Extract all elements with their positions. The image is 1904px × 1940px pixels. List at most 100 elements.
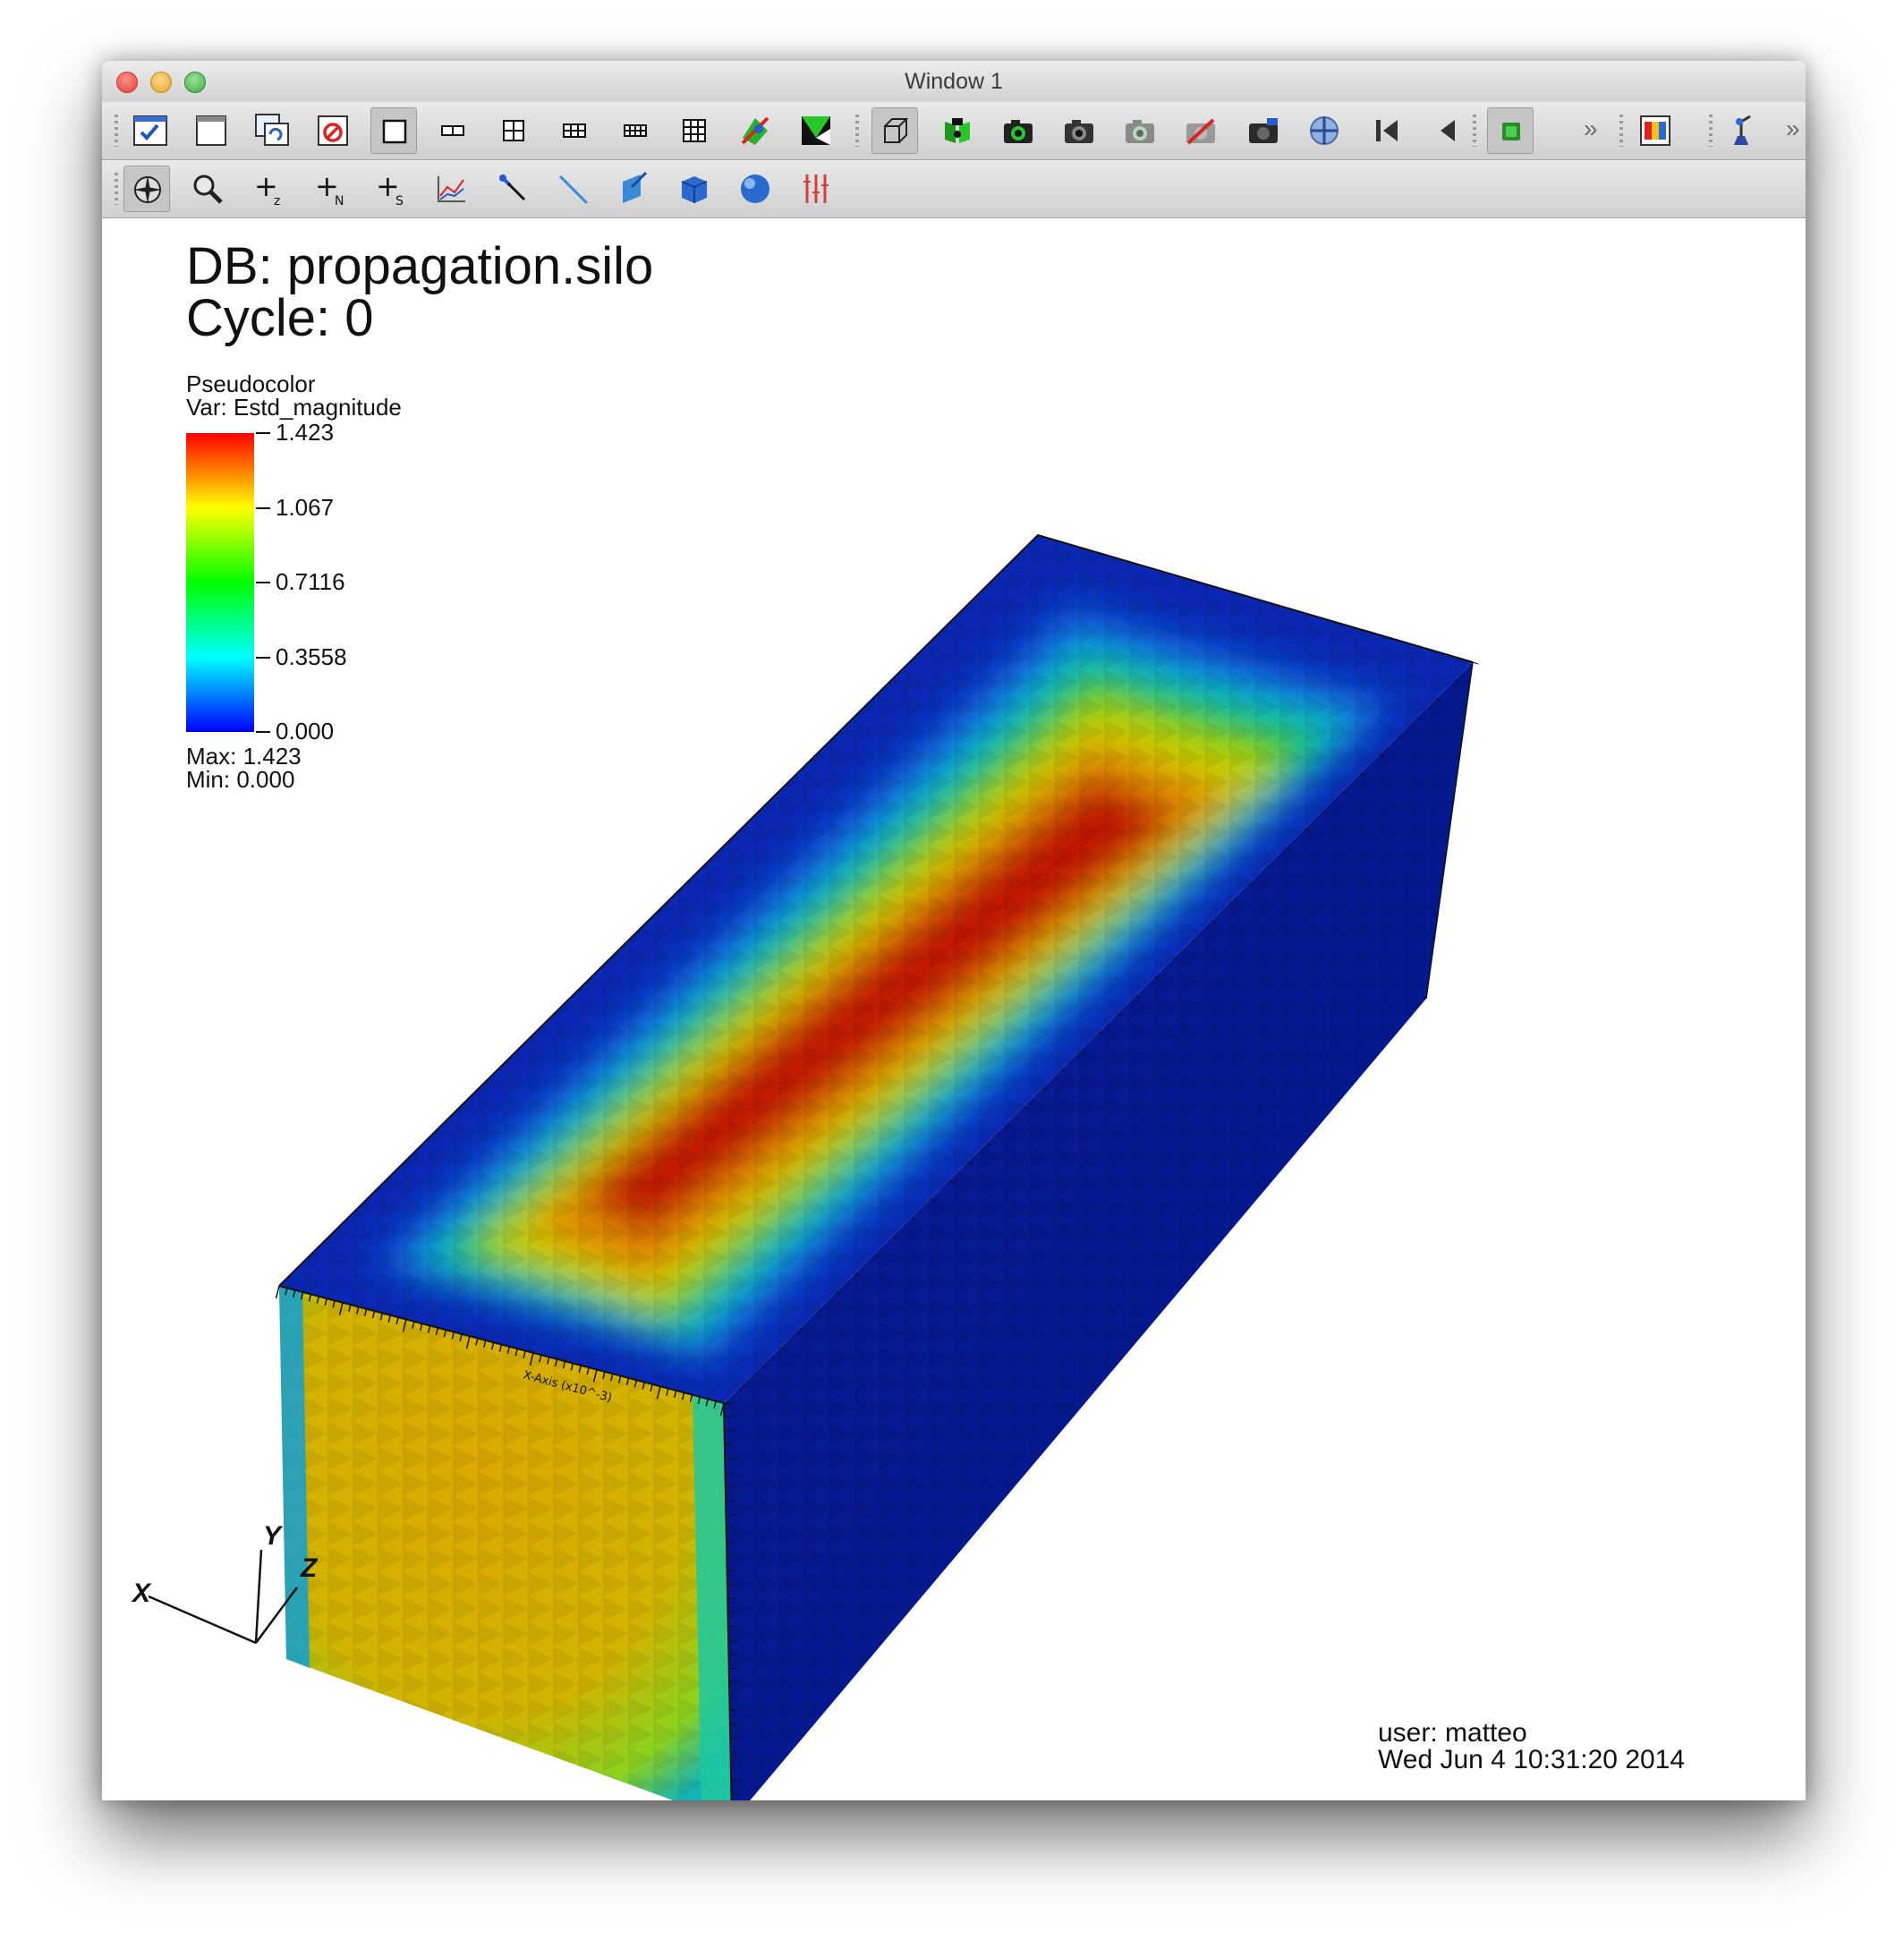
layout-2x3-button[interactable] bbox=[551, 107, 598, 154]
main-toolbar: »» bbox=[102, 102, 1806, 160]
camera-save-button[interactable] bbox=[1056, 107, 1102, 154]
title-bar[interactable]: Window 1 bbox=[102, 61, 1806, 103]
legend-tick-mark bbox=[256, 731, 270, 733]
x-axis-tick bbox=[324, 1298, 327, 1306]
x-axis-tick bbox=[539, 1355, 542, 1363]
zoom-button[interactable] bbox=[184, 72, 206, 93]
legend-tick-label: 0.3558 bbox=[276, 642, 347, 670]
clear-window-icon bbox=[318, 115, 348, 146]
zone-pick-button[interactable]: + z bbox=[245, 166, 292, 212]
curve-pick-button[interactable] bbox=[428, 166, 474, 212]
line-tool-button[interactable] bbox=[549, 166, 596, 212]
z-axis-tick bbox=[1228, 902, 1236, 906]
active-window-icon bbox=[133, 115, 167, 146]
spin-mode-button[interactable] bbox=[732, 107, 778, 154]
z-axis-tick bbox=[873, 1254, 880, 1257]
mode-toolbar: + z + N + S bbox=[102, 160, 1806, 218]
toolbar-grip[interactable] bbox=[115, 115, 118, 147]
x-axis-tick bbox=[514, 1348, 518, 1357]
stop-button[interactable] bbox=[1487, 107, 1534, 154]
triad-x-axis bbox=[148, 1595, 257, 1645]
zoom-mode-button[interactable] bbox=[184, 166, 231, 212]
box-tool-button[interactable] bbox=[671, 166, 718, 212]
perspective-box-button[interactable] bbox=[871, 107, 918, 154]
top-face bbox=[279, 535, 1473, 1403]
layout-1x1-button[interactable] bbox=[370, 107, 417, 154]
x-axis-tick bbox=[642, 1382, 645, 1390]
x-axis-tick bbox=[554, 1358, 558, 1367]
layout-1x1-icon bbox=[382, 119, 407, 144]
layout-2x4-icon bbox=[624, 124, 647, 137]
node-pick-button[interactable]: + N bbox=[306, 166, 353, 212]
lineout-pick-button[interactable] bbox=[489, 166, 535, 212]
render-scene[interactable]: X-Axis (x10^-3)XYZ bbox=[102, 218, 1806, 1800]
recenter-view-button[interactable] bbox=[1301, 107, 1347, 154]
camera-undo-button[interactable] bbox=[1177, 107, 1224, 154]
toolbar-grip[interactable] bbox=[855, 115, 859, 147]
axis-restriction-button[interactable] bbox=[793, 166, 839, 212]
lighting-button[interactable] bbox=[1718, 107, 1764, 154]
lock-view-button[interactable] bbox=[934, 107, 981, 154]
navigate-mode-button[interactable] bbox=[123, 166, 170, 212]
layout-3x3-icon bbox=[683, 119, 706, 142]
toolbar-overflow-chevron-icon[interactable]: » bbox=[1584, 115, 1598, 142]
x-axis-tick bbox=[681, 1392, 685, 1400]
legend-tick-mark bbox=[256, 656, 270, 659]
camera-restore-button[interactable] bbox=[1117, 107, 1163, 154]
active-window-button[interactable] bbox=[127, 107, 174, 154]
camera-redo-button[interactable] bbox=[1240, 107, 1287, 154]
z-axis-tick bbox=[761, 1366, 768, 1369]
camera-restore-icon bbox=[1126, 120, 1154, 143]
close-button[interactable] bbox=[116, 72, 138, 93]
copy-window-button[interactable] bbox=[249, 107, 295, 154]
clear-window-button[interactable] bbox=[310, 107, 356, 154]
color-table-button[interactable] bbox=[1632, 107, 1679, 154]
x-axis-tick bbox=[633, 1380, 638, 1388]
copy-window-icon bbox=[255, 114, 289, 146]
reverse-play-button[interactable] bbox=[1424, 107, 1471, 154]
z-axis-tick bbox=[1416, 717, 1423, 720]
vis-viewport[interactable]: X-Axis (x10^-3) X Y Z DB: propagation.silo … bbox=[102, 218, 1806, 1800]
db-annotation: DB: propagation.silo bbox=[186, 237, 654, 295]
new-window-button[interactable] bbox=[188, 107, 234, 154]
legend-tick-label: 0.000 bbox=[276, 718, 335, 745]
z-axis-tick bbox=[742, 1383, 749, 1387]
layout-2x2-button[interactable] bbox=[490, 107, 537, 154]
z-axis-tick bbox=[892, 1236, 898, 1239]
z-axis-tick bbox=[1341, 791, 1347, 795]
x-axis-tick bbox=[443, 1329, 447, 1338]
zone-pick-icon: +z bbox=[254, 169, 280, 208]
layout-3x3-button[interactable] bbox=[671, 107, 718, 154]
toolbar-grip[interactable] bbox=[1709, 115, 1713, 147]
toolbar-grip[interactable] bbox=[1619, 115, 1623, 147]
reverse-step-button[interactable] bbox=[1364, 107, 1410, 154]
x-axis-tick bbox=[465, 1335, 471, 1349]
minimize-button[interactable] bbox=[150, 72, 172, 93]
x-axis-tick bbox=[689, 1394, 693, 1402]
box-tool-icon bbox=[681, 176, 708, 203]
x-axis-tick bbox=[427, 1325, 431, 1333]
legend-tick-label: 0.7116 bbox=[276, 568, 345, 595]
plane-tool-icon bbox=[623, 171, 648, 203]
z-axis-tick bbox=[1004, 1125, 1011, 1127]
invert-background-button[interactable] bbox=[793, 107, 839, 154]
x-axis-tick bbox=[459, 1333, 463, 1341]
cycle-annotation: Cycle: 0 bbox=[186, 289, 374, 347]
plane-tool-button[interactable] bbox=[610, 166, 657, 212]
sphere-tool-button[interactable] bbox=[732, 166, 778, 212]
lock-time-button[interactable] bbox=[995, 107, 1041, 154]
spreadsheet-pick-button[interactable]: + S bbox=[367, 166, 413, 212]
top-face-mesh bbox=[279, 535, 1473, 1403]
toolbar-grip[interactable] bbox=[115, 173, 118, 205]
layout-1x2-button[interactable] bbox=[429, 107, 476, 154]
lock-time-icon bbox=[1004, 120, 1033, 143]
x-axis-tick bbox=[300, 1291, 304, 1300]
x-axis-tick bbox=[656, 1386, 661, 1400]
layout-2x4-button[interactable] bbox=[612, 107, 659, 154]
reverse-play-icon bbox=[1441, 120, 1455, 141]
curve-pick-icon bbox=[438, 176, 465, 202]
svg-text:N: N bbox=[335, 194, 344, 208]
toolbar-overflow-chevron-icon[interactable]: » bbox=[1786, 115, 1800, 142]
x-axis-tick bbox=[705, 1399, 709, 1407]
toolbar-grip[interactable] bbox=[1473, 115, 1476, 147]
